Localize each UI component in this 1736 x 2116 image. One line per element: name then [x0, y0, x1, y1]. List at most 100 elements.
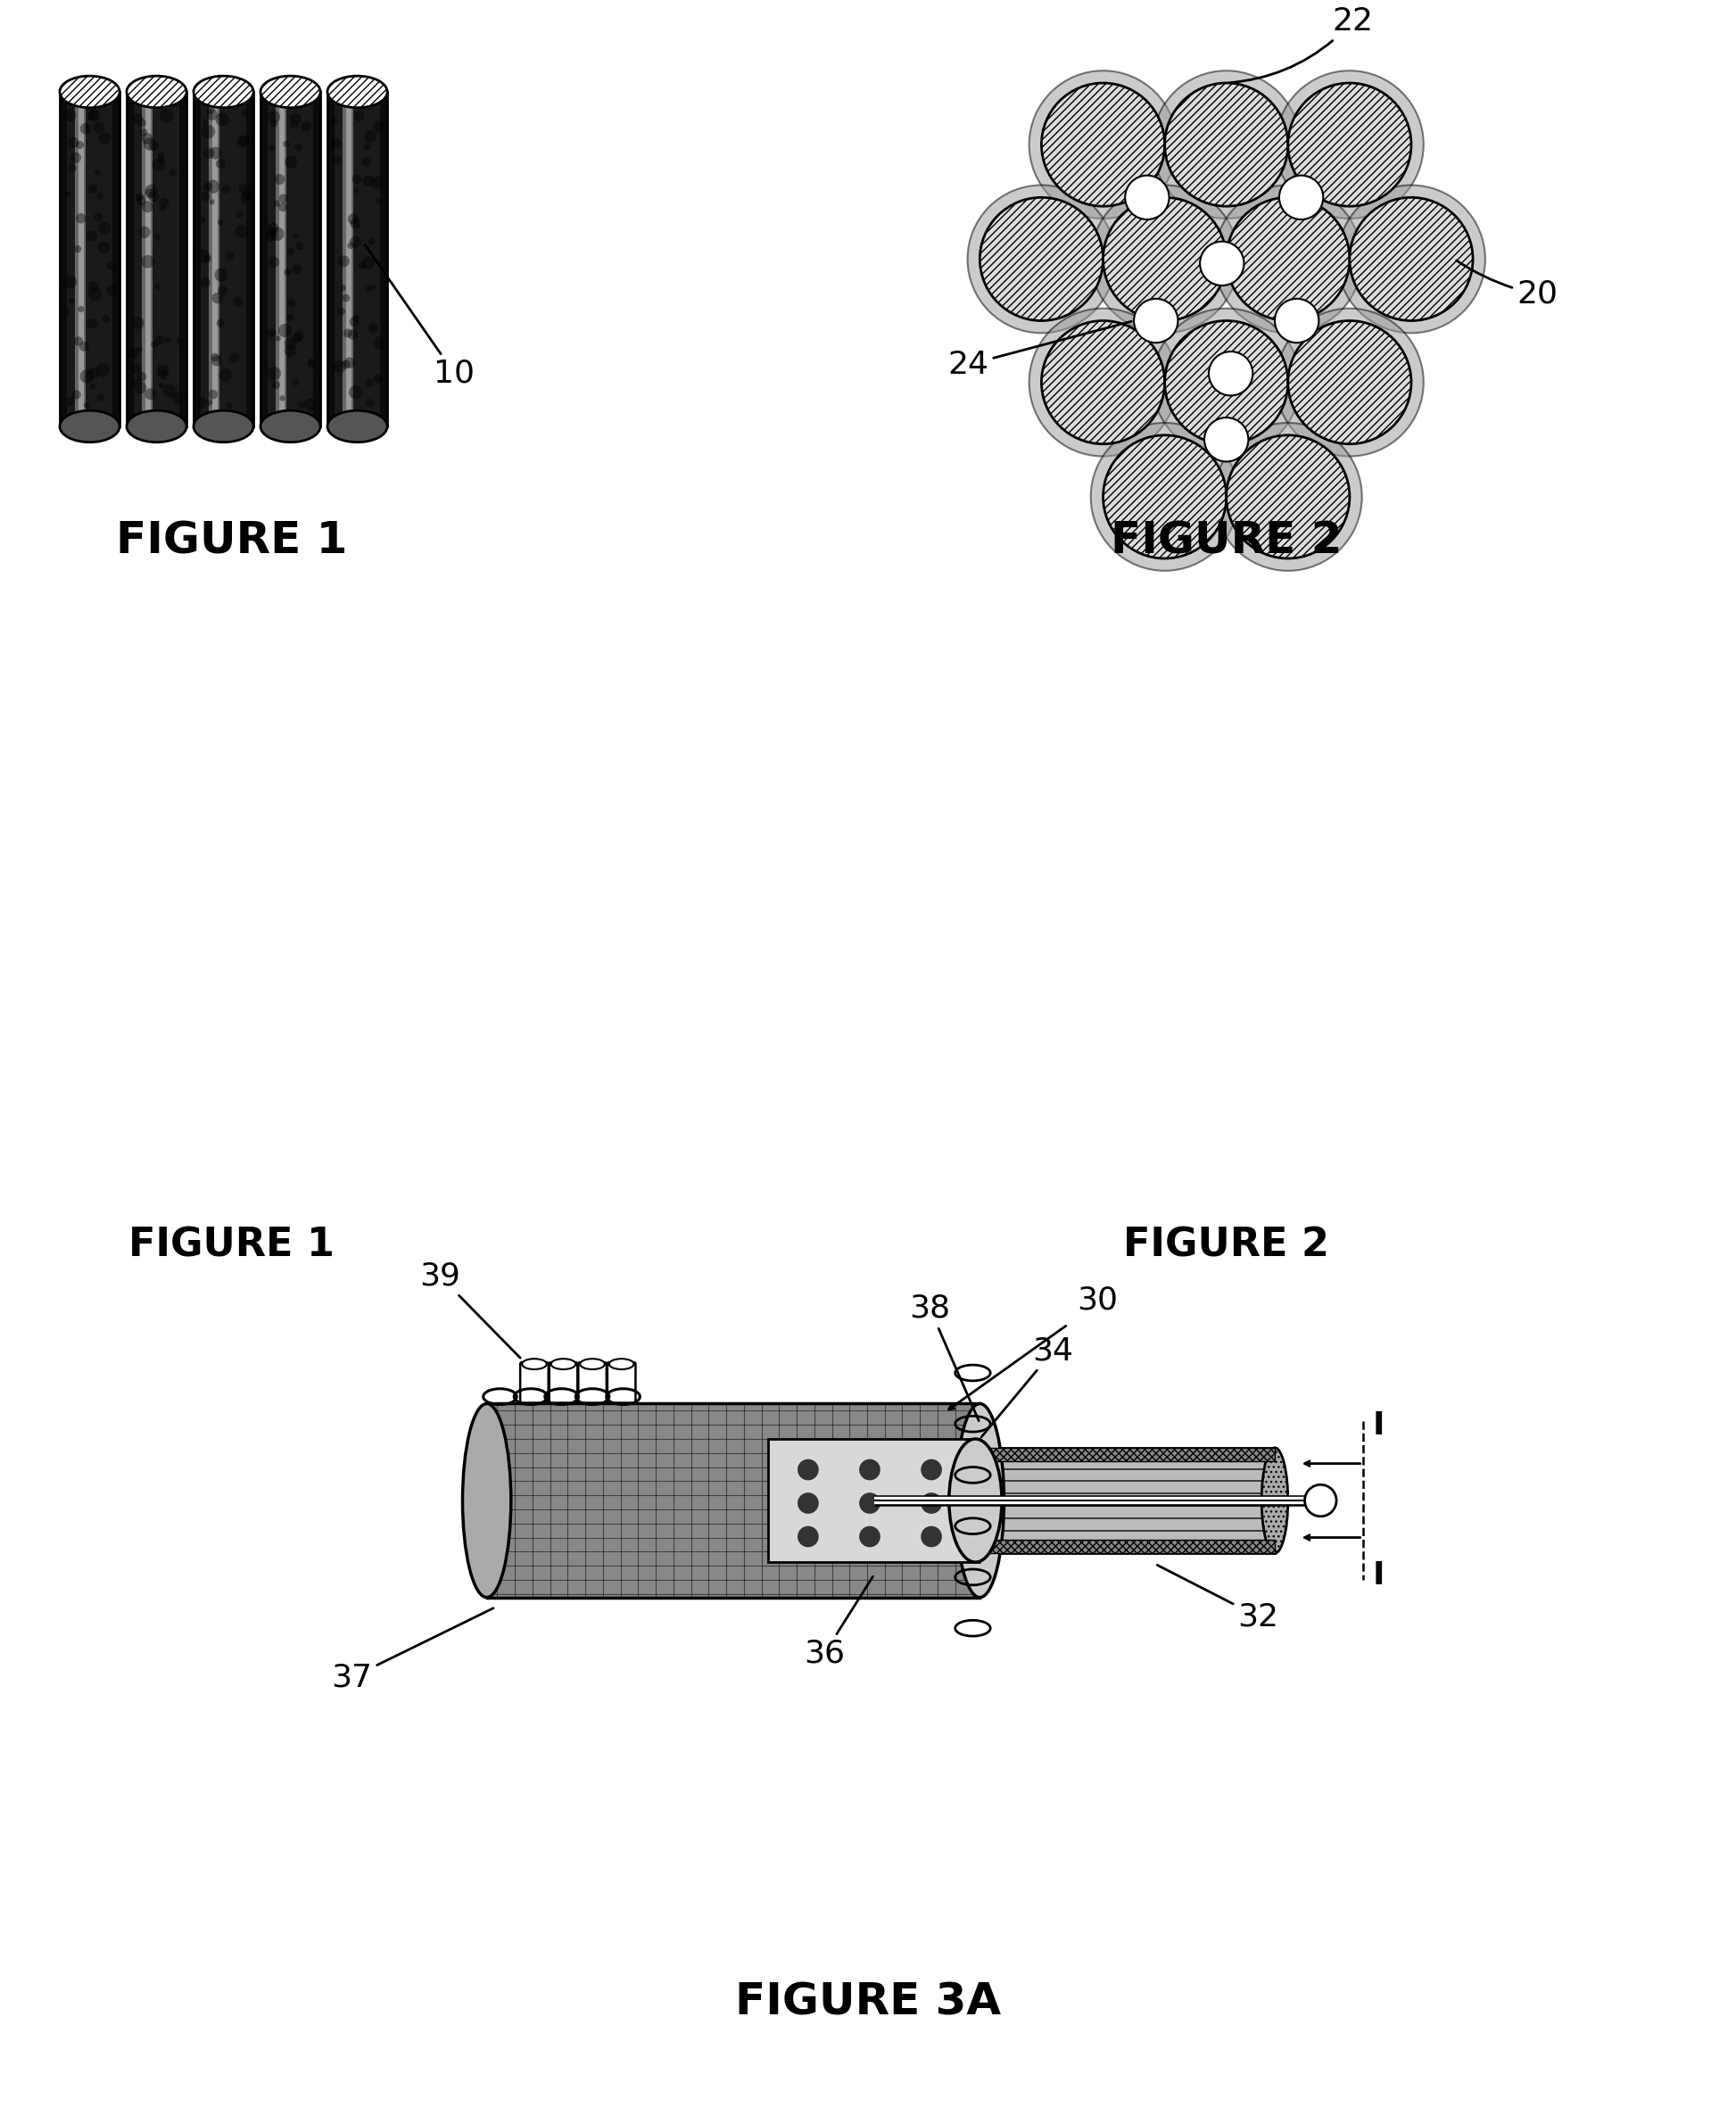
- Circle shape: [132, 114, 144, 125]
- Circle shape: [158, 157, 165, 163]
- FancyBboxPatch shape: [328, 91, 387, 425]
- Circle shape: [87, 110, 99, 121]
- Circle shape: [62, 309, 69, 315]
- FancyBboxPatch shape: [578, 1363, 606, 1403]
- Circle shape: [1134, 298, 1179, 343]
- FancyBboxPatch shape: [486, 1403, 979, 1598]
- Circle shape: [1305, 1485, 1337, 1517]
- Ellipse shape: [462, 1403, 510, 1598]
- Circle shape: [210, 353, 219, 362]
- Circle shape: [99, 222, 111, 235]
- FancyBboxPatch shape: [247, 91, 253, 425]
- Circle shape: [137, 118, 146, 127]
- Circle shape: [267, 366, 281, 381]
- Circle shape: [89, 184, 97, 195]
- Circle shape: [292, 334, 302, 343]
- Circle shape: [229, 353, 240, 362]
- FancyBboxPatch shape: [347, 91, 351, 425]
- Circle shape: [212, 292, 222, 303]
- Circle shape: [267, 110, 279, 123]
- Ellipse shape: [328, 411, 387, 442]
- FancyBboxPatch shape: [521, 1363, 549, 1403]
- Circle shape: [1090, 184, 1240, 332]
- Circle shape: [106, 284, 118, 296]
- Circle shape: [361, 157, 372, 167]
- Circle shape: [203, 254, 212, 262]
- Text: FIGURE 2: FIGURE 2: [1111, 518, 1342, 563]
- Circle shape: [286, 298, 295, 307]
- Circle shape: [144, 138, 156, 150]
- Circle shape: [71, 389, 82, 400]
- Circle shape: [920, 1492, 943, 1513]
- FancyBboxPatch shape: [608, 1363, 635, 1403]
- Circle shape: [168, 169, 175, 176]
- Circle shape: [797, 1492, 819, 1513]
- Circle shape: [1226, 197, 1349, 322]
- Text: FIGURE 3A: FIGURE 3A: [734, 1981, 1002, 2023]
- Ellipse shape: [523, 1358, 547, 1369]
- FancyBboxPatch shape: [179, 91, 186, 425]
- Ellipse shape: [1262, 1447, 1288, 1553]
- FancyBboxPatch shape: [214, 91, 217, 425]
- Circle shape: [78, 307, 85, 313]
- Circle shape: [352, 174, 361, 184]
- FancyBboxPatch shape: [127, 91, 134, 425]
- Circle shape: [158, 383, 165, 389]
- FancyBboxPatch shape: [976, 1447, 1274, 1460]
- Circle shape: [304, 398, 316, 411]
- Circle shape: [66, 398, 75, 406]
- Circle shape: [1288, 322, 1411, 444]
- Circle shape: [144, 387, 156, 400]
- Circle shape: [142, 201, 153, 212]
- Circle shape: [1029, 309, 1177, 457]
- Circle shape: [267, 222, 278, 233]
- Circle shape: [201, 118, 208, 125]
- FancyBboxPatch shape: [59, 91, 68, 425]
- Circle shape: [271, 121, 278, 127]
- Circle shape: [332, 118, 337, 125]
- FancyBboxPatch shape: [380, 91, 387, 425]
- Ellipse shape: [127, 411, 186, 442]
- Circle shape: [332, 138, 342, 148]
- Circle shape: [797, 1526, 819, 1547]
- Circle shape: [137, 372, 146, 381]
- Circle shape: [139, 226, 151, 239]
- Circle shape: [1226, 436, 1349, 559]
- Circle shape: [333, 360, 345, 372]
- Circle shape: [349, 317, 359, 326]
- Ellipse shape: [260, 411, 321, 442]
- Circle shape: [141, 256, 155, 269]
- Circle shape: [177, 336, 184, 345]
- Circle shape: [1125, 176, 1168, 220]
- Text: I: I: [1373, 1411, 1385, 1441]
- Circle shape: [234, 224, 248, 237]
- Circle shape: [361, 256, 375, 269]
- FancyBboxPatch shape: [59, 91, 120, 425]
- Circle shape: [97, 241, 109, 254]
- Circle shape: [271, 226, 285, 241]
- Circle shape: [365, 131, 377, 144]
- Circle shape: [290, 121, 299, 129]
- Circle shape: [342, 360, 351, 368]
- Circle shape: [1276, 70, 1424, 218]
- Circle shape: [132, 317, 144, 328]
- Circle shape: [106, 260, 115, 271]
- Circle shape: [274, 174, 285, 184]
- Circle shape: [64, 190, 71, 197]
- Circle shape: [226, 252, 234, 260]
- Circle shape: [73, 336, 83, 345]
- Circle shape: [797, 1460, 819, 1481]
- Circle shape: [363, 176, 375, 186]
- Circle shape: [240, 135, 250, 146]
- Circle shape: [333, 154, 342, 165]
- Circle shape: [358, 262, 366, 269]
- Circle shape: [351, 218, 361, 229]
- Circle shape: [1213, 423, 1363, 571]
- Circle shape: [217, 220, 224, 224]
- Text: 38: 38: [910, 1293, 979, 1420]
- Circle shape: [292, 264, 302, 273]
- FancyBboxPatch shape: [276, 91, 286, 425]
- Circle shape: [163, 385, 177, 398]
- Ellipse shape: [59, 76, 120, 108]
- Circle shape: [158, 152, 165, 159]
